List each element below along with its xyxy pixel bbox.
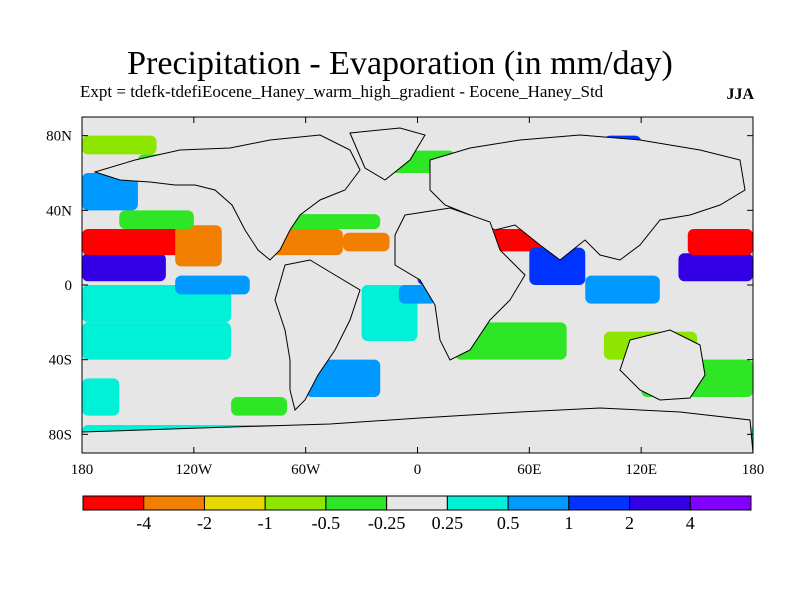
x-tick-label: 60W	[291, 462, 321, 478]
x-tick-label: 120E	[625, 462, 657, 478]
south-america-outline	[274, 259, 361, 411]
field-region	[342, 232, 390, 252]
colorbar-swatch	[507, 495, 570, 511]
colorbar-level-label: 0.5	[497, 513, 520, 533]
y-tick-label: 40N	[46, 203, 72, 219]
continent-outlines	[81, 127, 754, 454]
colorbar-swatch	[203, 495, 266, 511]
field-region	[585, 275, 660, 304]
field-region	[529, 247, 586, 285]
x-tick-label: 120W	[175, 462, 213, 478]
field-region	[82, 285, 232, 323]
field-region	[175, 225, 222, 267]
colorbar-level-label: -1	[258, 513, 273, 533]
colorbar-swatch	[143, 495, 205, 511]
field-region	[119, 210, 194, 229]
colorbar-level-label: 2	[625, 513, 634, 533]
field-region	[82, 322, 232, 360]
field-region	[687, 229, 753, 256]
field-region	[175, 275, 250, 295]
x-tick-label: 0	[414, 462, 422, 478]
field-region	[678, 253, 753, 282]
field-region	[82, 135, 157, 155]
x-tick-label: 60E	[517, 462, 541, 478]
colorbar-level-label: -0.25	[368, 513, 406, 533]
colorbar-level-label: 1	[564, 513, 573, 533]
colorbar-level-label: -2	[197, 513, 212, 533]
africa-outline	[394, 207, 526, 361]
colorbar-level-label: -0.5	[312, 513, 341, 533]
x-tick-label: 180	[742, 462, 765, 478]
colorbar-swatch	[629, 495, 691, 511]
greenland-outline	[349, 127, 426, 181]
colorbar-level-label: 4	[686, 513, 695, 533]
field-region	[82, 253, 166, 282]
colorbar-swatch	[325, 495, 388, 511]
field-region	[82, 378, 120, 416]
season-label: JJA	[726, 86, 754, 103]
y-tick-label: 0	[65, 278, 73, 294]
chart-subtitle: Expt = tdefk-tdefiEocene_Haney_warm_high…	[80, 82, 604, 101]
y-tick-label: 80S	[49, 427, 72, 443]
australia-outline	[619, 329, 706, 401]
axis-ticks: 180 120W 60W 0 60E 120E 180 80N 40N 0 40S 80S	[46, 117, 764, 478]
y-tick-label: 80N	[46, 129, 72, 145]
colorbar: -4 -2 -1 -0.5 -0.25 0.25 0.5 1 2 4	[82, 495, 752, 533]
north-america-outline	[93, 134, 361, 261]
colorbar-swatch	[264, 495, 327, 511]
colorbar-swatch	[446, 495, 509, 511]
field-region	[305, 359, 381, 397]
colorbar-level-label: 0.25	[432, 513, 464, 533]
colorbar-swatch	[568, 495, 631, 511]
field-region	[231, 397, 288, 416]
colorbar-level-label: -4	[136, 513, 151, 533]
colorbar-swatch	[386, 495, 448, 511]
colorbar-swatch	[82, 495, 145, 511]
field-region	[82, 173, 138, 211]
x-tick-label: 180	[71, 462, 94, 478]
y-tick-label: 40S	[49, 353, 72, 369]
colorbar-swatch	[689, 495, 752, 511]
chart-title: Precipitation - Evaporation (in mm/day)	[127, 45, 673, 82]
field-region	[82, 229, 204, 256]
